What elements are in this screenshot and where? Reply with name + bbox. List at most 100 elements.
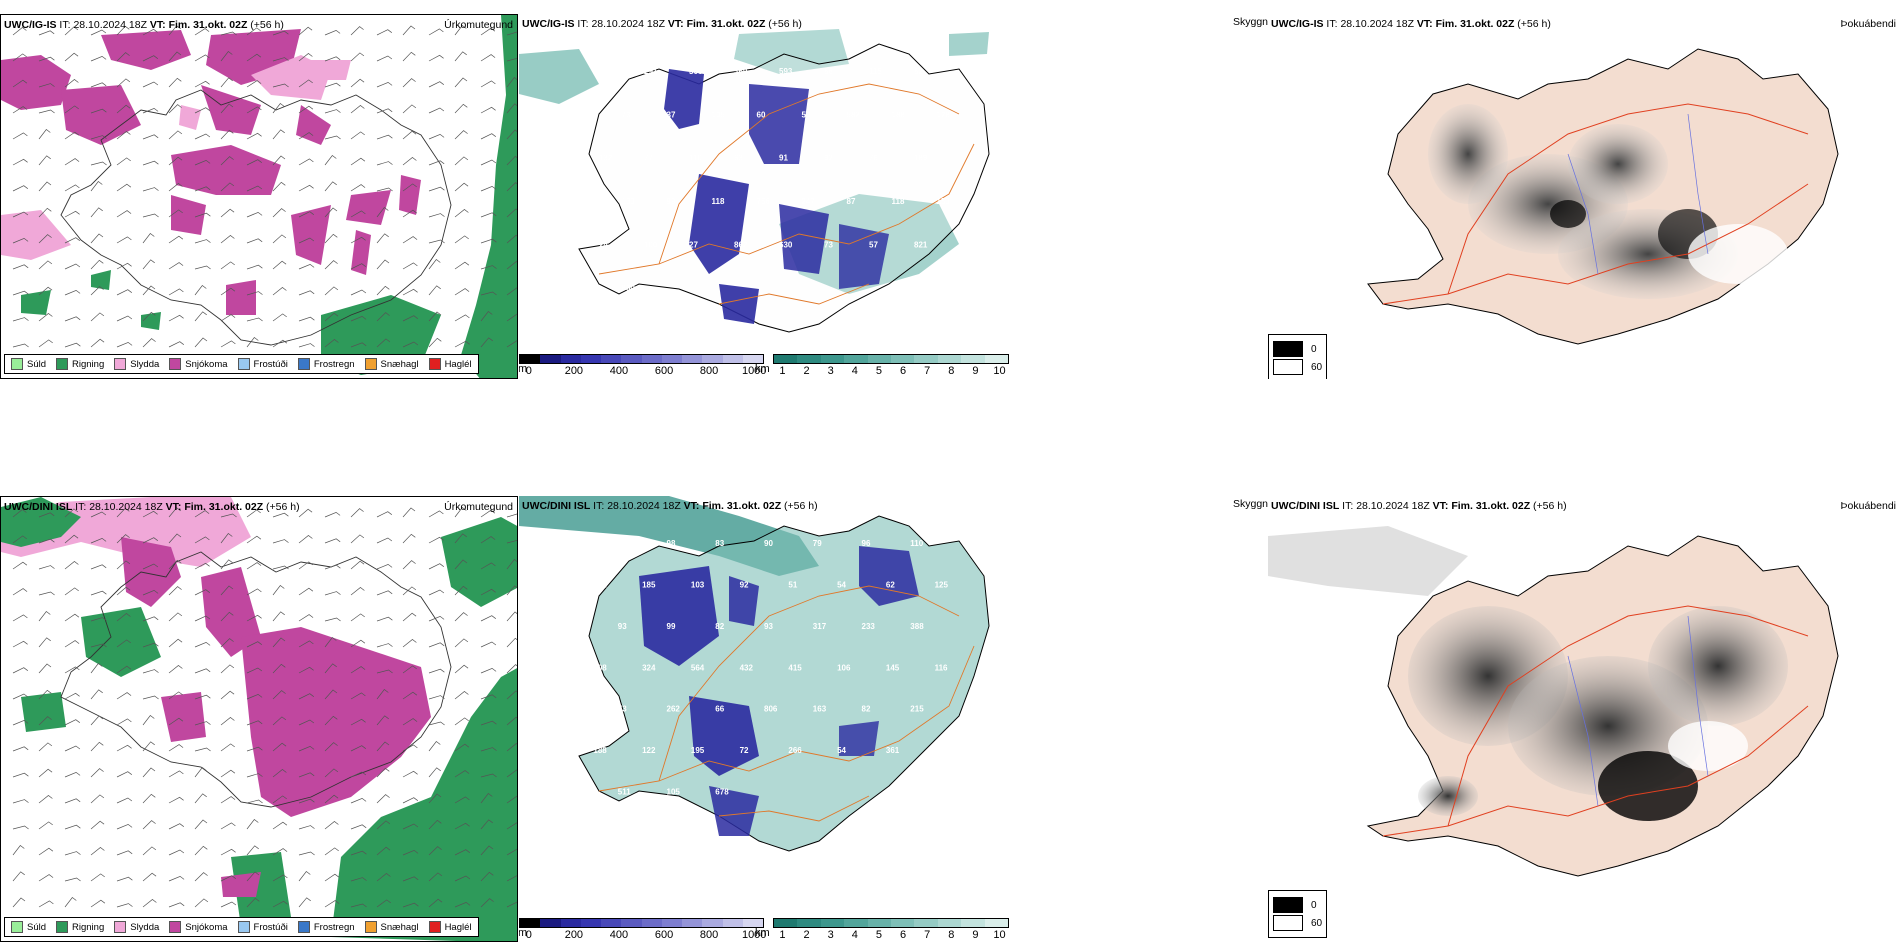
legend-label: Snæhagl	[380, 358, 419, 370]
wind-barb	[194, 767, 207, 778]
wind-barb	[12, 772, 29, 778]
wind-barb	[246, 535, 262, 544]
colorbar-tick: 2	[803, 929, 810, 941]
fog-legend-label: 0	[1311, 343, 1317, 355]
wind-barb	[350, 105, 365, 114]
wind-barb	[350, 263, 367, 270]
wind-barb	[90, 617, 107, 622]
ceiling-value-label: 77	[644, 154, 653, 163]
precip-legend-item: Snjókoma	[169, 358, 228, 370]
wind-barb	[12, 897, 26, 908]
legend-label: Rigning	[72, 921, 105, 933]
wind-barb	[12, 106, 28, 114]
rivers	[1567, 615, 1709, 807]
wind-barb	[428, 107, 445, 114]
wind-barb	[324, 794, 339, 804]
wind-barb	[194, 642, 211, 648]
wind-barb	[220, 314, 236, 322]
wind-barb	[272, 565, 289, 570]
colorbar-tick: 4	[851, 929, 858, 941]
wind-barb	[324, 339, 339, 348]
wind-barb	[142, 160, 159, 166]
wind-barb	[506, 540, 517, 544]
wind-barb	[116, 613, 131, 622]
wind-barb	[324, 135, 341, 140]
wind-barb	[376, 312, 390, 322]
wind-barb	[64, 26, 79, 36]
wind-barb	[168, 77, 182, 88]
fog-legend-label: 0	[1311, 899, 1317, 911]
ceiling-value-label: 133	[622, 197, 636, 206]
fog-map-bottom	[1268, 496, 1900, 942]
wind-barb	[116, 824, 133, 830]
wind-barb	[168, 130, 183, 140]
wind-barb	[64, 745, 81, 752]
wind-barb	[194, 536, 210, 544]
fog-legend-row: 60	[1273, 915, 1322, 931]
wind-barb	[376, 564, 393, 570]
ceiling-value-label: 233	[862, 622, 876, 631]
wind-barb	[324, 637, 337, 648]
wind-barb	[90, 338, 105, 348]
ceiling-value-label: 93	[618, 622, 627, 631]
wind-barb	[38, 689, 52, 700]
wind-barb	[324, 900, 340, 908]
legend-label: Haglél	[444, 358, 472, 370]
wind-barb	[220, 638, 234, 648]
colorbar-tick: 400	[609, 929, 629, 941]
wind-barb	[90, 590, 107, 596]
wind-barb	[506, 585, 517, 596]
wind-barb	[402, 315, 419, 322]
wind-barb	[142, 767, 156, 778]
ceiling-value-label: 62	[886, 580, 895, 589]
wind-barb	[272, 848, 288, 856]
legend-swatch	[297, 921, 310, 933]
wind-barb	[142, 213, 159, 218]
wind-barb	[350, 210, 366, 218]
wind-barb	[116, 797, 133, 804]
precip-legend-item: Frostregn	[297, 921, 355, 933]
wind-barb	[506, 795, 517, 804]
wind-barb	[12, 185, 29, 192]
wind-barb	[272, 181, 286, 192]
colorbar-cell	[984, 355, 1009, 363]
wind-barb	[38, 611, 51, 622]
wind-barb	[480, 212, 497, 218]
wind-barb	[38, 742, 53, 752]
precip-legend-item: Rigning	[56, 358, 104, 370]
colorbar-tick: 9	[972, 365, 979, 377]
wind-barb	[142, 793, 156, 804]
ceiling-value-label: 92	[740, 580, 749, 589]
wind-barb	[454, 507, 467, 518]
wind-barb	[272, 30, 289, 36]
wind-barb	[272, 874, 288, 882]
wind-barb	[480, 238, 497, 244]
fog-legend-row: 0	[1273, 341, 1322, 357]
precip-legend-item: Frostregn	[297, 358, 355, 370]
ceiling-value-label: 54	[837, 580, 846, 589]
wind-barb	[402, 639, 417, 648]
vt-value: Fim. 31.okt. 02Z	[702, 500, 782, 512]
wind-barb	[90, 794, 105, 804]
wind-barb	[376, 846, 391, 856]
wind-barb	[12, 343, 29, 348]
ceiling-value-label: 630	[779, 240, 793, 249]
wind-barb	[480, 186, 497, 192]
wind-barb	[142, 590, 159, 596]
wind-barb	[506, 513, 517, 518]
lead-time: (+56 h)	[784, 500, 818, 512]
colorbar-tick: 10	[993, 365, 1006, 377]
wind-barb	[12, 720, 29, 726]
wind-barb	[90, 511, 107, 518]
wind-barb	[116, 771, 133, 778]
ceiling-value-label: 132	[599, 154, 613, 163]
wind-barb	[350, 560, 365, 570]
wind-barb	[506, 261, 517, 270]
it-value: 28.10.2024 18Z	[607, 500, 681, 512]
ceiling-value-label: 102	[593, 580, 607, 589]
wind-barb	[142, 28, 158, 36]
wind-barb	[194, 694, 211, 700]
visibility-colorbar-ticks: 1 2 3 4 5 6 7 8 9 10	[773, 364, 1009, 378]
wind-barb	[272, 57, 289, 62]
wind-barb	[402, 691, 418, 700]
